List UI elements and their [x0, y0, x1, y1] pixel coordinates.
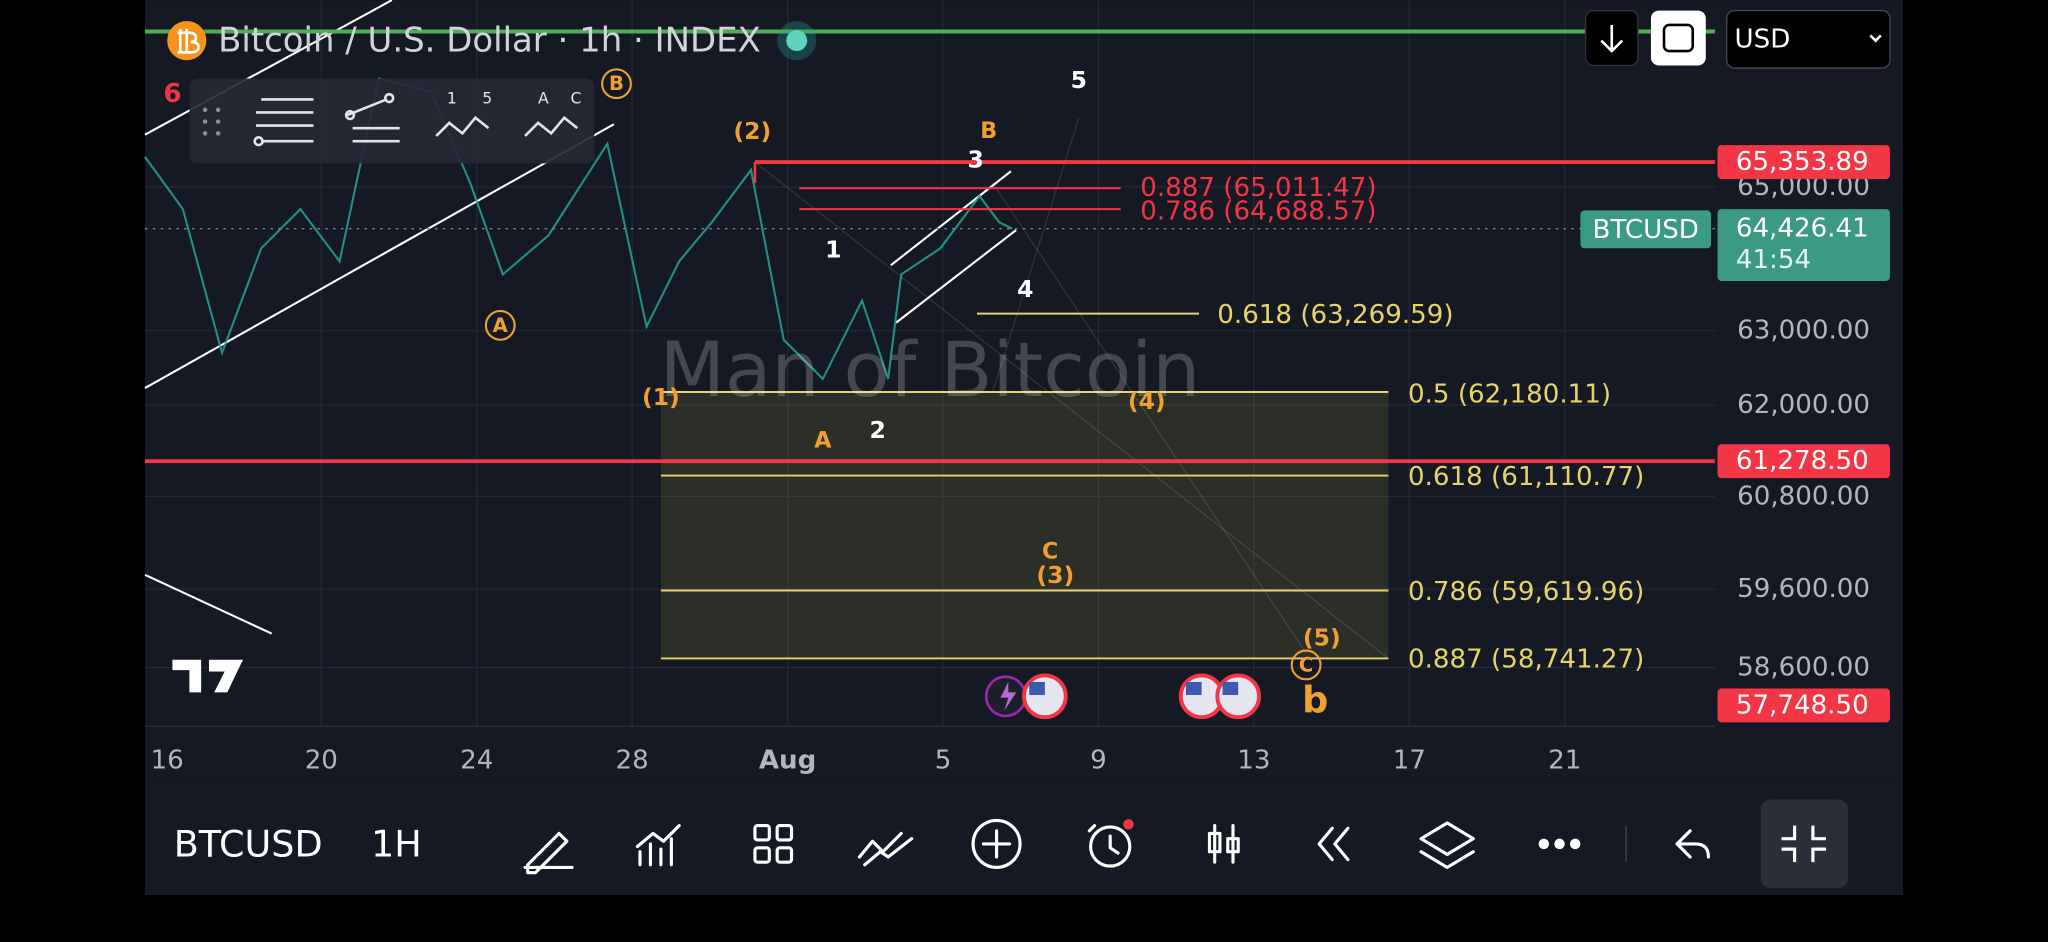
wave-circle — [601, 68, 632, 100]
wave-label: 3 — [967, 145, 983, 173]
wave-label: B — [609, 72, 624, 95]
wave-label: 4 — [1017, 275, 1033, 303]
wave-label: (5) — [1303, 624, 1341, 652]
screenshot-icon — [1662, 23, 1695, 53]
fib-label: 0.887 (58,741.27) — [1408, 645, 1644, 675]
wave-circle — [1290, 649, 1322, 681]
symbol-icon-glyph — [177, 28, 200, 54]
wave-label: 6 — [163, 79, 181, 109]
toolbar-label: 5 — [482, 89, 492, 108]
time-axis-label: 17 — [1393, 745, 1426, 775]
grid — [144, 0, 1715, 727]
bottom-interval[interactable]: 1H — [371, 822, 422, 865]
logo — [172, 659, 243, 693]
collapse-icon — [1781, 825, 1826, 863]
chevron — [1869, 34, 1882, 43]
fib-label: 0.887 (65,011.47) — [1140, 173, 1376, 203]
fib-label: 0.5 (62,180.11) — [1408, 380, 1611, 410]
wave-label: (4) — [1128, 387, 1166, 415]
wave-label: b — [1302, 679, 1328, 722]
price-axis-label: 58,600.00 — [1737, 653, 1870, 683]
fullscreen-button[interactable] — [1760, 799, 1849, 889]
price-tag — [1717, 145, 1890, 180]
time-axis-label: 13 — [1237, 745, 1270, 775]
status-dot — [786, 30, 808, 52]
currency-label: USD — [1735, 24, 1791, 54]
fib-label: 0.618 (63,269.59) — [1217, 300, 1453, 330]
more-icon[interactable] — [1538, 838, 1581, 850]
wave-label: C — [1299, 653, 1313, 676]
toolbar-label: A — [538, 89, 549, 108]
time-axis-label: Aug — [759, 745, 816, 775]
drag-handle — [202, 107, 221, 136]
fib-label: 0.618 (61,110.77) — [1408, 462, 1644, 492]
toolbar-label: C — [571, 89, 582, 108]
time-axis-label: 24 — [460, 745, 493, 775]
wave-label: (3) — [1036, 561, 1074, 589]
wave-label: B — [980, 118, 997, 144]
toolbar-icons — [253, 92, 579, 147]
time-axis-label: 28 — [616, 745, 649, 775]
wave-label: (2) — [733, 117, 771, 145]
price-axis-label: 62,000.00 — [1737, 390, 1870, 420]
price-tag-label: 65,353.89 — [1736, 147, 1869, 177]
time-axis-label: 9 — [1090, 745, 1107, 775]
wave-circle — [484, 309, 516, 341]
countdown-label: 41:54 — [1736, 245, 1811, 275]
wave-label: A — [814, 427, 832, 453]
watermark: Man of Bitcoin — [660, 326, 1201, 414]
currency-select[interactable] — [1726, 9, 1891, 69]
price-tag-label: 64,426.41 — [1736, 214, 1869, 244]
time-axis-label: 20 — [305, 745, 338, 775]
time-axis-label: 16 — [151, 745, 184, 775]
price-tag-label: 61,278.50 — [1736, 446, 1869, 476]
wave-label: 1 — [825, 236, 841, 264]
bottom-symbol[interactable]: BTCUSD — [174, 822, 323, 865]
screenshot-button[interactable] — [1650, 10, 1706, 66]
wave-label: C — [1042, 538, 1058, 564]
price-tag — [1717, 209, 1890, 281]
fib-zone — [660, 391, 1389, 659]
drawing-toolbar — [189, 78, 595, 164]
price-path — [144, 77, 1013, 381]
price-axis-label: 59,600.00 — [1737, 574, 1870, 604]
bottom-bar — [144, 783, 1904, 895]
wave-label: (1) — [642, 383, 680, 411]
price-axis-label: 60,800.00 — [1737, 481, 1870, 511]
toolbar-label: 1 — [447, 89, 457, 108]
price-tag-label: 57,748.50 — [1736, 690, 1869, 720]
wave-label: A — [493, 314, 509, 337]
wave-label: 2 — [870, 416, 886, 444]
price-tag — [1717, 688, 1890, 723]
alert-badge — [1123, 819, 1134, 830]
fib-label: 0.786 (64,688.57) — [1140, 197, 1376, 227]
bottom-icons[interactable] — [523, 818, 1710, 875]
event-flags[interactable] — [1022, 673, 1262, 720]
time-axis-label: 21 — [1548, 745, 1581, 775]
fib-label: 0.786 (59,619.96) — [1408, 577, 1644, 607]
channel-lines — [144, 0, 1017, 635]
price-tag — [1717, 444, 1890, 479]
down-icon — [1600, 24, 1624, 53]
symbol-tag — [1580, 210, 1712, 249]
price-axis-label: 63,000.00 — [1737, 316, 1870, 346]
wave-label: 5 — [1071, 66, 1087, 94]
chart-title: Bitcoin / U.S. Dollar · 1h · INDEX — [218, 21, 761, 61]
event-icon-glyph — [1000, 681, 1017, 711]
time-axis-label: 5 — [935, 745, 952, 775]
symbol-tag-label: BTCUSD — [1593, 215, 1699, 245]
